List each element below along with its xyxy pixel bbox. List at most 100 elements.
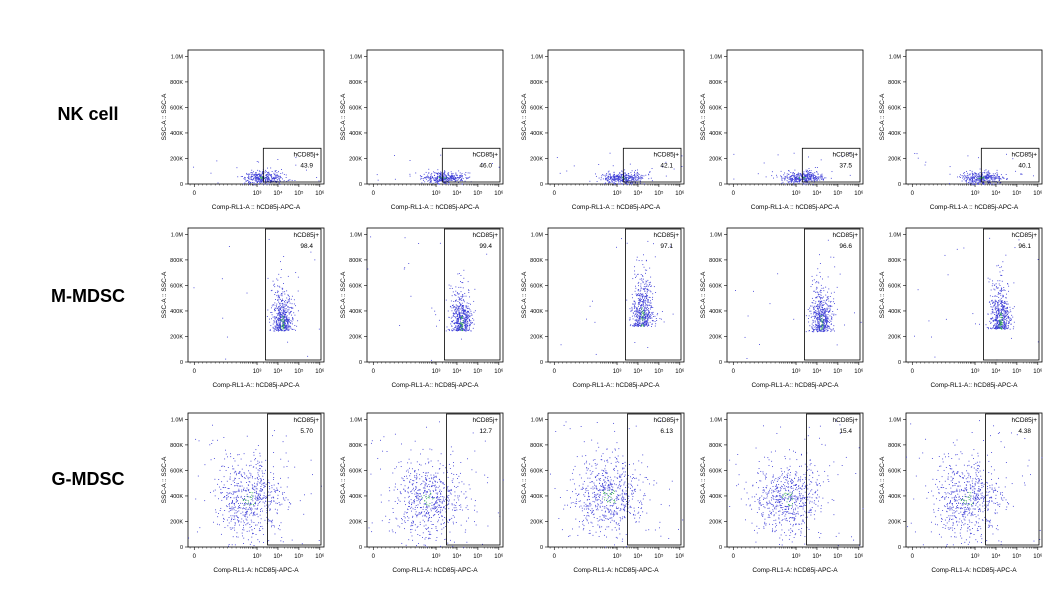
event-dot [633, 177, 635, 179]
event-dot [977, 182, 979, 184]
event-dot [824, 312, 826, 314]
event-dot [820, 330, 822, 332]
event-dot [966, 175, 968, 177]
event-dot [817, 322, 819, 324]
event-dot [273, 320, 275, 322]
event-dot [275, 318, 277, 320]
event-dot [643, 310, 645, 312]
event-dot [287, 326, 289, 328]
event-dot [638, 317, 640, 319]
event-dot [646, 325, 648, 327]
event-dot [459, 303, 461, 305]
event-dot [463, 277, 465, 279]
event-dot [642, 293, 644, 295]
event-dot [448, 179, 450, 181]
event-dot [459, 328, 461, 330]
event-dot [651, 320, 653, 322]
event-dot [805, 175, 807, 177]
event-dot [645, 280, 647, 282]
event-dot [444, 176, 446, 178]
event-dot [465, 320, 467, 322]
event-dot [264, 178, 266, 179]
event-dot [820, 302, 822, 304]
event-dot [608, 179, 610, 180]
event-dot [966, 172, 968, 174]
event-dot [458, 329, 460, 331]
event-dot [284, 330, 286, 332]
event-dot [430, 180, 432, 182]
event-dot [632, 303, 634, 305]
event-dot [279, 318, 281, 320]
event-dot [266, 183, 268, 185]
event-dot [1003, 328, 1005, 330]
event-dot [817, 321, 819, 323]
event-dot [974, 177, 976, 179]
event-dot [816, 286, 818, 288]
event-dot [632, 303, 634, 305]
event-dot [455, 307, 457, 309]
event-dot [432, 176, 433, 178]
event-dot [284, 316, 286, 318]
event-dot [969, 173, 971, 175]
event-dot [453, 307, 454, 309]
event-dot [461, 323, 463, 325]
event-dot [281, 169, 282, 170]
event-dot [812, 179, 814, 181]
event-dot [634, 310, 636, 312]
x-axis-label: Comp-RL1-A :: hCD85j-APC-A [212, 204, 301, 211]
event-dot [463, 305, 465, 306]
event-dot [975, 173, 977, 175]
event-dot [627, 174, 629, 176]
event-dot [972, 179, 974, 181]
x-axis-label: Comp-RL1-A :: hCD85j-APC-A [391, 204, 480, 211]
event-dot [817, 295, 819, 297]
event-dot [814, 179, 815, 181]
y-tick-label: 0 [359, 360, 362, 366]
event-dot [819, 271, 821, 273]
event-dot [256, 181, 258, 183]
event-dot [994, 302, 996, 304]
event-dot [647, 322, 649, 323]
event-dot [649, 284, 650, 286]
event-dot [279, 325, 281, 327]
event-dot [286, 327, 288, 329]
event-dot [271, 289, 273, 291]
event-dot [823, 312, 825, 314]
event-dot [454, 310, 456, 312]
event-dot [643, 316, 645, 318]
event-dot [421, 182, 423, 184]
event-dot [618, 173, 620, 175]
event-dot [820, 294, 822, 296]
event-dot [636, 179, 638, 181]
event-dot [464, 330, 466, 332]
event-dot [276, 329, 277, 331]
event-dot [1000, 178, 1002, 180]
event-dot [825, 326, 826, 328]
event-dot [817, 177, 819, 179]
event-dot [986, 178, 988, 180]
event-dot [267, 178, 269, 180]
event-dot [261, 173, 263, 175]
event-dot [1006, 153, 1007, 155]
event-dot [646, 304, 648, 306]
event-dot [454, 313, 456, 315]
event-dot [999, 182, 1001, 184]
event-dot [460, 312, 462, 314]
event-dot [274, 178, 276, 180]
x-tick-label: 10⁶ [675, 190, 685, 197]
event-dot [819, 329, 821, 331]
event-dot [427, 176, 429, 178]
event-dot [798, 180, 800, 182]
event-dot [257, 173, 259, 175]
event-dot [253, 182, 255, 184]
event-dot [600, 179, 602, 181]
event-dot [409, 160, 411, 161]
event-dot [454, 294, 456, 296]
event-dot [968, 179, 970, 181]
event-dot [812, 331, 814, 333]
event-dot [780, 170, 782, 172]
event-dot [1012, 158, 1014, 160]
event-dot [797, 176, 799, 178]
event-dot [616, 178, 618, 180]
